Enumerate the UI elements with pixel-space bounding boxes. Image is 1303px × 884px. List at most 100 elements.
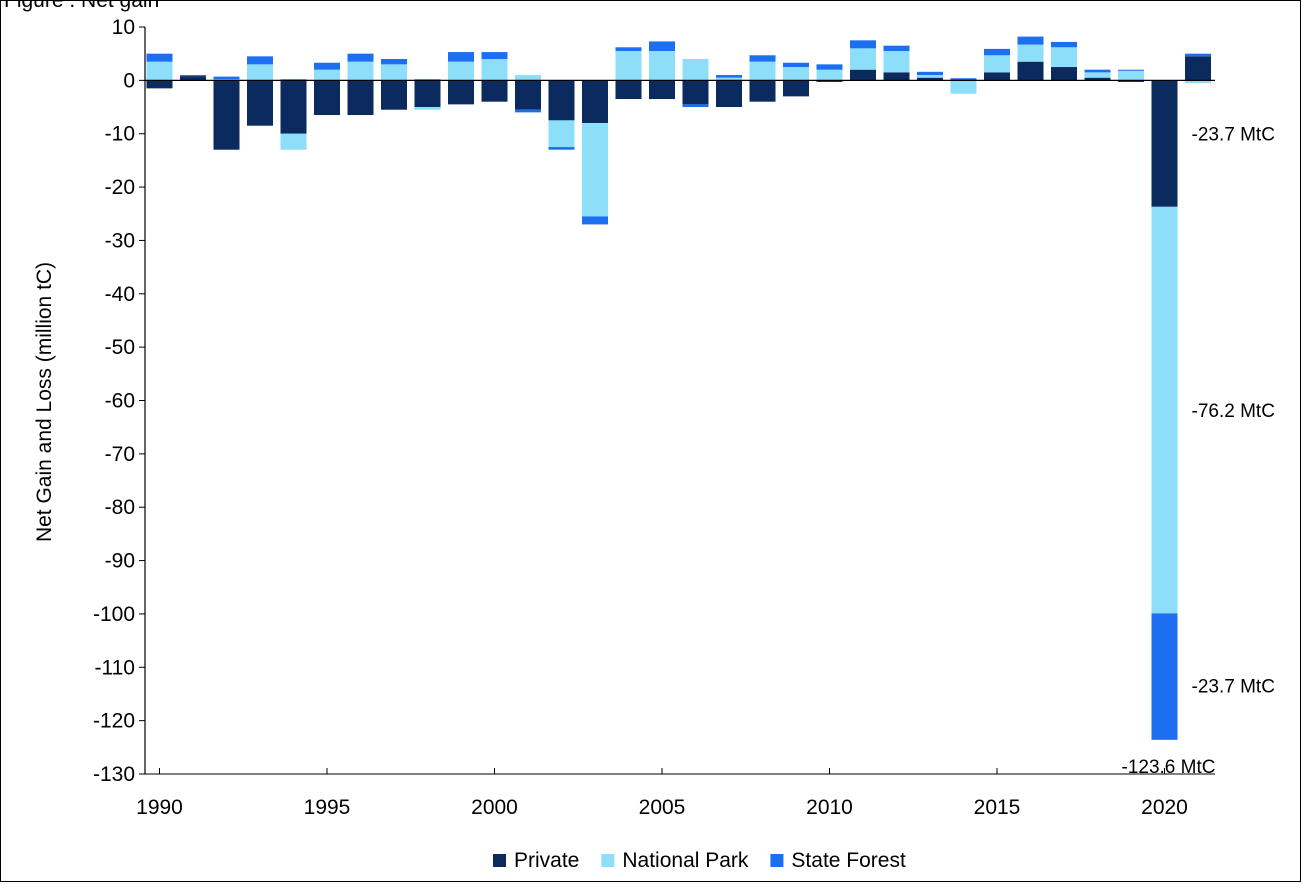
bar-private-2009 <box>783 80 809 97</box>
bar-state-forest-2007 <box>716 75 742 78</box>
bar-private-2011 <box>850 69 876 81</box>
bar-private-2020 <box>1151 80 1178 207</box>
bar-state-forest-1999 <box>448 52 474 62</box>
bar-private-2015 <box>984 72 1010 81</box>
legend-label-national-park: National Park <box>622 849 749 872</box>
bar-national-park-1997 <box>381 64 407 81</box>
bar-state-forest-2005 <box>649 41 675 52</box>
bar-private-1996 <box>347 80 374 116</box>
bar-national-park-2013 <box>917 75 943 78</box>
bar-national-park-1996 <box>347 61 374 81</box>
y-tick-label: 0 <box>123 69 135 92</box>
bar-state-forest-2013 <box>917 71 943 76</box>
y-tick-label: 10 <box>112 16 135 39</box>
x-tick-label: 1990 <box>136 796 183 819</box>
bar-private-1998 <box>414 80 441 108</box>
bar-state-forest-2012 <box>883 45 910 52</box>
y-tick-label: -120 <box>93 710 135 733</box>
bar-national-park-2011 <box>850 48 876 70</box>
y-tick-label: -50 <box>105 336 135 359</box>
bar-national-park-2021 <box>1185 80 1211 84</box>
bar-state-forest-2009 <box>783 62 809 68</box>
y-tick-label: -30 <box>105 229 135 252</box>
bar-private-2012 <box>883 72 910 81</box>
bar-private-2000 <box>481 80 508 102</box>
bar-national-park-2019 <box>1118 70 1144 81</box>
bar-national-park-2020 <box>1151 206 1178 614</box>
bar-private-2007 <box>716 80 742 108</box>
bar-state-forest-1996 <box>347 53 374 62</box>
bar-national-park-1994 <box>280 133 307 150</box>
y-tick-label: -70 <box>105 443 135 466</box>
x-tick-label: 2010 <box>806 796 853 819</box>
bar-state-forest-2018 <box>1084 69 1111 73</box>
y-tick-label: -90 <box>105 550 135 573</box>
bar-national-park-2002 <box>548 120 575 148</box>
bar-national-park-1999 <box>448 61 474 81</box>
y-tick-label: -10 <box>105 123 135 146</box>
bar-state-forest-2003 <box>582 216 608 225</box>
legend-label-state-forest: State Forest <box>791 849 906 872</box>
bar-private-2003 <box>582 80 608 124</box>
bar-state-forest-2019 <box>1118 69 1144 71</box>
bar-state-forest-2015 <box>984 48 1010 56</box>
bar-private-2008 <box>749 80 776 102</box>
bars <box>146 36 1211 740</box>
bar-private-2016 <box>1017 61 1044 81</box>
bar-private-2001 <box>515 80 541 110</box>
annotation-label: -23.7 MtC <box>1192 677 1275 698</box>
bar-state-forest-2020 <box>1151 613 1178 740</box>
x-tick-label: 1995 <box>304 796 351 819</box>
bar-private-2018 <box>1084 77 1111 81</box>
bar-national-park-2006 <box>682 59 709 81</box>
y-tick-label: -130 <box>93 763 135 786</box>
bar-private-1994 <box>280 80 307 134</box>
y-tick-label: -80 <box>105 496 135 519</box>
bar-private-1992 <box>213 80 240 150</box>
bar-national-park-2010 <box>816 69 843 81</box>
bar-state-forest-1997 <box>381 59 407 65</box>
bar-private-2005 <box>649 80 675 100</box>
bar-state-forest-2016 <box>1017 36 1044 45</box>
bar-national-park-2016 <box>1017 44 1044 62</box>
y-tick-label: -60 <box>105 390 135 413</box>
bar-state-forest-2014 <box>950 78 977 80</box>
bar-national-park-2001 <box>515 75 541 81</box>
bar-national-park-2018 <box>1084 72 1111 78</box>
bar-private-2021 <box>1185 56 1211 81</box>
bar-national-park-2008 <box>749 61 776 81</box>
bar-national-park-1995 <box>314 69 340 81</box>
bar-private-1993 <box>247 80 273 126</box>
bar-state-forest-1993 <box>247 56 273 65</box>
legend: Private National Park State Forest <box>493 849 906 872</box>
bar-private-2017 <box>1051 67 1077 81</box>
bar-national-park-2015 <box>984 55 1010 73</box>
bar-private-1991 <box>180 76 206 81</box>
chart-header-text: Figure . Net gain <box>4 0 159 12</box>
bar-private-2019 <box>1118 80 1144 82</box>
x-tick-label: 2005 <box>639 796 686 819</box>
bar-private-2002 <box>548 80 575 121</box>
annotations: -23.7 MtC -76.2 MtC -23.7 MtC -123.6 MtC <box>1122 124 1275 777</box>
y-axis-label: Net Gain and Loss (million tC) <box>33 262 56 542</box>
bar-national-park-2007 <box>716 77 742 81</box>
bar-private-2013 <box>917 77 943 81</box>
y-tick-label: -20 <box>105 176 135 199</box>
bar-national-park-1998 <box>414 107 441 110</box>
bar-national-park-2005 <box>649 51 675 81</box>
annotation-label: -76.2 MtC <box>1192 401 1275 422</box>
y-tick-label: -40 <box>105 283 135 306</box>
bar-private-1990 <box>146 80 173 89</box>
bar-national-park-2003 <box>582 123 608 217</box>
axes <box>144 27 1215 774</box>
bar-private-2006 <box>682 80 709 105</box>
legend-swatch-national-park <box>601 854 615 867</box>
bar-national-park-2012 <box>883 51 910 73</box>
bar-state-forest-2004 <box>615 47 642 52</box>
annotation-label: -23.7 MtC <box>1192 124 1275 145</box>
bar-national-park-1990 <box>146 61 173 81</box>
legend-swatch-state-forest <box>770 854 784 867</box>
y-tick-label: -110 <box>95 656 135 679</box>
bar-state-forest-2011 <box>850 40 876 49</box>
